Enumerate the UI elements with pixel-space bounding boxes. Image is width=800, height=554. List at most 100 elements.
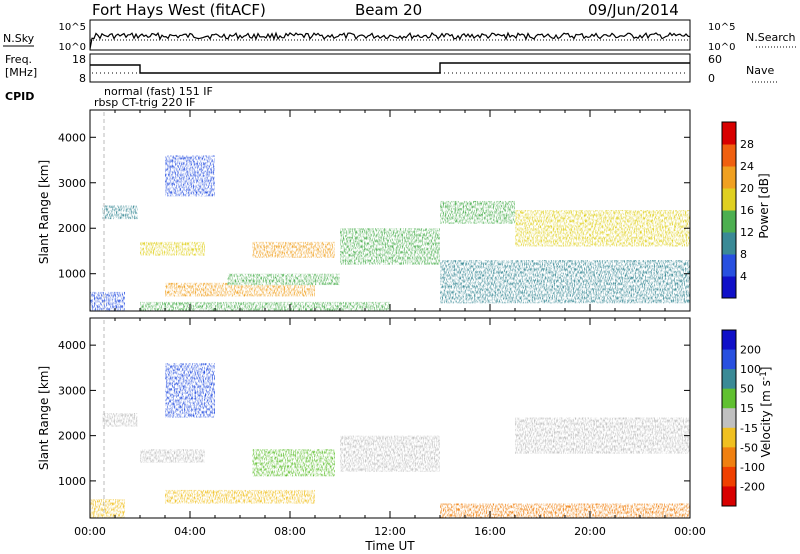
velocity-x-axis: 00:00 04:00 08:00 12:00 16:00 20:00 00:00 <box>74 318 706 538</box>
velocity-xlabel: Time UT <box>364 539 415 553</box>
power-echoes <box>90 155 690 311</box>
velocity-panel: 1000 2000 3000 4000 Slant Range [km] 00:00 0… <box>37 317 706 553</box>
echo-region-2 <box>140 241 205 256</box>
echo-region-5 <box>252 449 335 477</box>
echo-region-3 <box>165 363 215 418</box>
station-title: Fort Hays West (fitACF) <box>92 1 266 19</box>
noise-panel: N.Sky 10^5 10^0 10^5 10^0 N.Search <box>3 19 797 53</box>
colorbar-tick-0: 4 <box>740 270 747 283</box>
echo-region-2 <box>140 449 205 463</box>
xtick-label-5: 20:00 <box>574 525 606 538</box>
colorbar-frame <box>721 329 737 507</box>
echo-region-1 <box>102 413 138 427</box>
beam-title: Beam 20 <box>355 1 422 19</box>
colorbar-swatch-1 <box>722 254 736 277</box>
noise-sky-label: N.Sky <box>3 32 35 45</box>
colorbar-tick-4: -15 <box>740 422 758 435</box>
noise-search-label: N.Search <box>746 31 796 44</box>
xtick-label-6: 00:00 <box>674 525 706 538</box>
power-y-axis: 1000 2000 3000 4000 <box>58 131 690 281</box>
noise-sky-trace <box>89 31 691 50</box>
colorbar-tick-0: 200 <box>740 344 761 357</box>
echo-region-8 <box>340 228 440 265</box>
cpid-rbsp: rbsp CT-trig 220 IF <box>94 96 196 109</box>
power-ylabel: Slant Range [km] <box>37 160 51 264</box>
noise-sky-line <box>89 31 691 50</box>
colorbar-swatch-7 <box>722 466 736 487</box>
echo-region-4 <box>165 489 315 504</box>
colorbar-swatch-0 <box>722 276 736 299</box>
freq-tick-low: 8 <box>79 72 86 85</box>
colorbar-tick-1: 8 <box>740 248 747 261</box>
date-title: 09/Jun/2014 <box>588 1 679 19</box>
colorbar-tick-3: 16 <box>740 204 754 217</box>
colorbar-swatch-7 <box>722 122 736 145</box>
colorbar-tick-6: -100 <box>740 461 765 474</box>
colorbar-swatch-5 <box>722 166 736 189</box>
echo-region-6 <box>227 273 340 286</box>
echo-region-3 <box>165 155 215 197</box>
colorbar-swatch-5 <box>722 427 736 448</box>
colorbar-swatch-6 <box>722 447 736 468</box>
velocity-echoes <box>90 363 690 518</box>
xtick-label-2: 08:00 <box>274 525 306 538</box>
noise-right-tick-low: 10^0 <box>708 42 735 53</box>
frequency-trace <box>90 62 690 74</box>
power-colorbar: 4 8 12 16 20 24 28 <box>721 121 754 299</box>
colorbar-swatch-2 <box>722 369 736 390</box>
frequency-panel: Freq. [MHz] 18 8 60 0 Nave CPID normal (… <box>5 53 778 109</box>
colorbar-tick-5: 24 <box>740 160 754 173</box>
ytick-label-2: 3000 <box>58 177 86 190</box>
ytick-label-0: 1000 <box>58 475 86 488</box>
ytick-label-3: 4000 <box>58 131 86 144</box>
colorbar-tick-3: 15 <box>740 402 754 415</box>
ytick-label-1: 2000 <box>58 222 86 235</box>
colorbar-swatch-6 <box>722 144 736 167</box>
power-colorbar-label: Power [dB] <box>757 173 771 238</box>
velocity-colorbar: 200 100 50 15 -15 -50 -100 -200 <box>721 329 765 507</box>
cpid-label: CPID <box>5 90 34 103</box>
velocity-colorbar-label: Velocity [m s-1] <box>759 367 773 458</box>
colorbar-swatch-2 <box>722 232 736 255</box>
echo-region-5 <box>165 282 315 297</box>
velocity-ylabel: Slant Range [km] <box>37 366 51 470</box>
power-x-ticks <box>89 110 691 311</box>
colorbar-tick-6: 28 <box>740 138 754 151</box>
echo-region-11 <box>515 210 690 247</box>
velocity-y-axis: 1000 2000 3000 4000 <box>58 339 690 488</box>
xtick-label-1: 04:00 <box>174 525 206 538</box>
echo-region-0 <box>90 291 125 311</box>
colorbar-swatch-3 <box>722 388 736 409</box>
freq-unit-label: [MHz] <box>5 66 37 79</box>
ytick-label-1: 2000 <box>58 430 86 443</box>
noise-left-tick-high: 10^5 <box>59 22 86 33</box>
colorbar-swatch-3 <box>722 210 736 233</box>
colorbar-tick-4: 20 <box>740 182 754 195</box>
echo-region-9 <box>440 260 690 304</box>
cpid-normal-fast: normal (fast) 151 IF <box>104 85 213 98</box>
nave-label: Nave <box>746 64 774 77</box>
noise-right-tick-high: 10^5 <box>708 22 735 33</box>
echo-region-4 <box>140 301 390 311</box>
colorbar-tick-2: 12 <box>740 226 754 239</box>
nave-tick-high: 60 <box>708 53 722 66</box>
echo-region-7 <box>440 503 690 518</box>
echo-region-1 <box>102 205 138 220</box>
xtick-label-3: 12:00 <box>374 525 406 538</box>
colorbar-swatch-8 <box>722 486 736 507</box>
xtick-label-4: 16:00 <box>474 525 506 538</box>
ytick-label-2: 3000 <box>58 384 86 397</box>
colorbar-tick-7: -200 <box>740 480 765 493</box>
colorbar-tick-2: 50 <box>740 383 754 396</box>
echo-region-8 <box>515 417 690 454</box>
echo-region-6 <box>340 435 440 472</box>
freq-tick-high: 18 <box>72 53 86 66</box>
colorbar-frame <box>721 121 737 299</box>
colorbar-swatch-4 <box>722 188 736 211</box>
power-panel: 1000 2000 3000 4000 Slant Range [km] <box>37 109 691 312</box>
echo-region-10 <box>440 200 515 224</box>
noise-left-tick-low: 10^0 <box>59 42 86 53</box>
echo-region-7 <box>252 241 335 258</box>
ytick-label-3: 4000 <box>58 339 86 352</box>
